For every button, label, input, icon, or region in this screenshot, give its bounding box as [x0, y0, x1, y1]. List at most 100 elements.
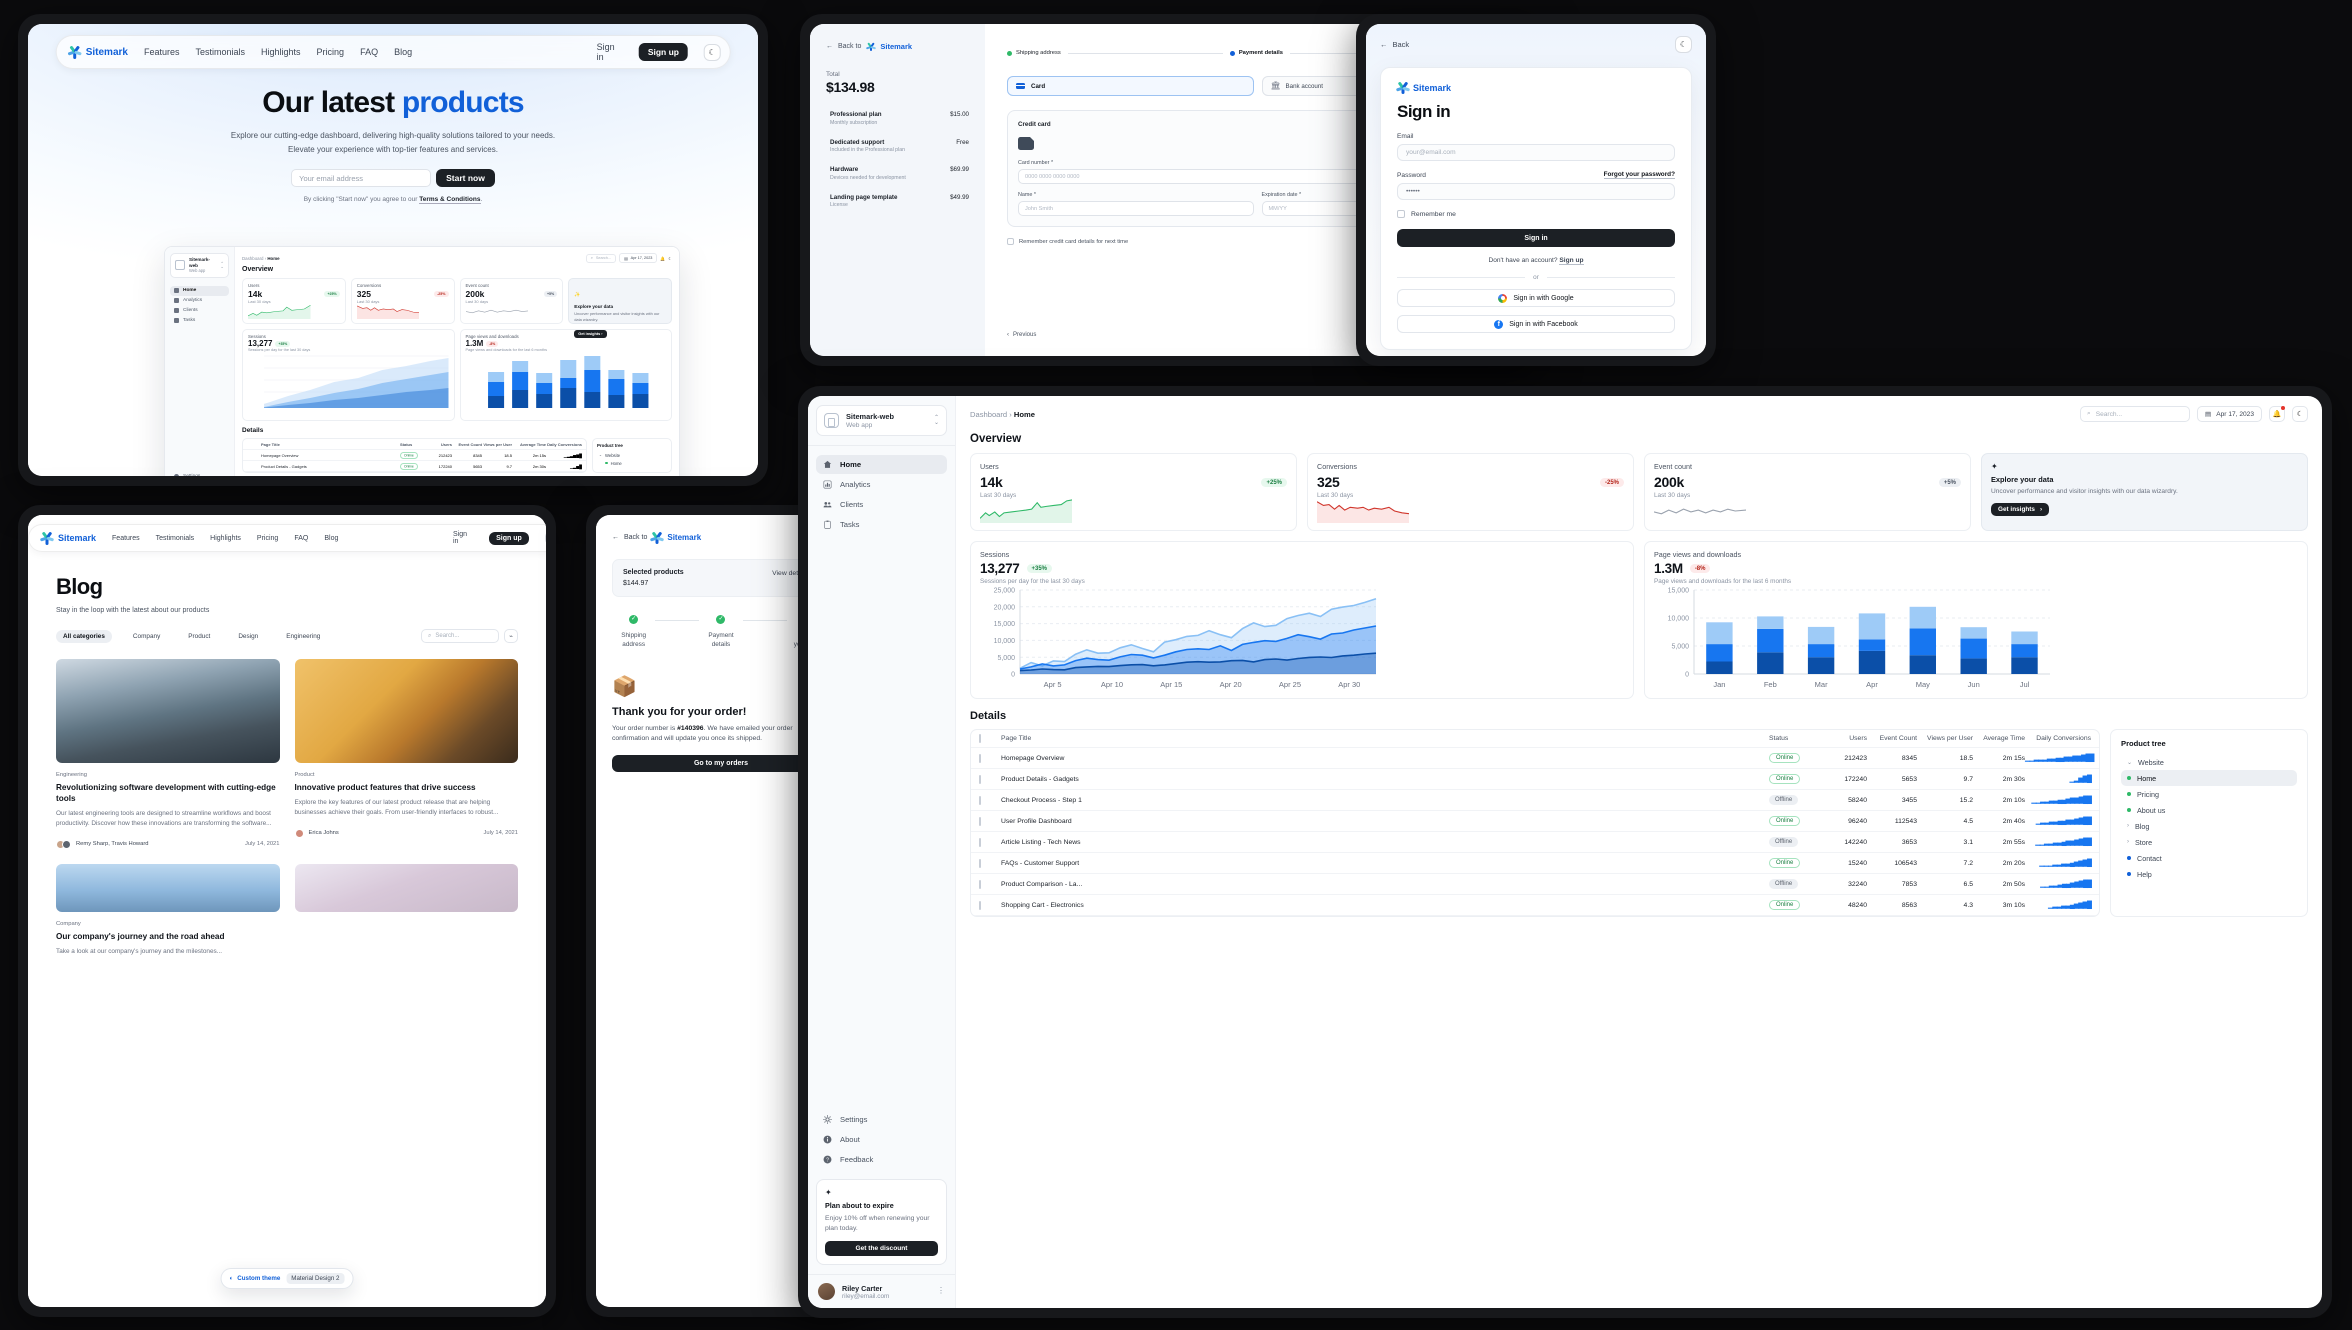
list-item[interactable]: Company Our company's journey and the ro…: [56, 863, 280, 957]
filter-all-categories[interactable]: All categories: [56, 629, 112, 643]
table-row[interactable]: Homepage Overview Online 212423 8345 18.…: [243, 450, 586, 461]
col-average-time[interactable]: Average Time: [1983, 735, 2025, 742]
filter-company[interactable]: Company: [132, 632, 161, 640]
nav-highlights[interactable]: Highlights: [210, 534, 241, 542]
col-daily-conversions[interactable]: Daily Conversions: [2036, 735, 2091, 742]
sidebar-item-clients[interactable]: Clients: [816, 495, 947, 514]
table-row[interactable]: Shopping Cart - Electronics Online 48240 85…: [971, 895, 2099, 916]
tree-node-website[interactable]: ⌄ Website: [2121, 754, 2297, 770]
sidebar-item-analytics[interactable]: Analytics: [816, 475, 947, 494]
row-checkbox[interactable]: [979, 858, 981, 868]
filter-design[interactable]: Design: [238, 632, 259, 640]
search-input[interactable]: ⌕ Search...: [421, 629, 499, 643]
go-to-orders-button[interactable]: Go to my orders: [612, 755, 830, 773]
checkout-back-link[interactable]: ← Back to Sitemark: [826, 42, 969, 51]
get-discount-button[interactable]: Get the discount: [825, 1241, 938, 1256]
step-shipping-address[interactable]: Shipping address: [1007, 50, 1061, 56]
col-event-count[interactable]: Event Count: [1879, 735, 1917, 742]
preview-get-insights-button[interactable]: Get insights ›: [574, 330, 607, 339]
app-switcher[interactable]: Sitemark-web Web app ⌃ ⌄: [816, 405, 947, 436]
row-checkbox[interactable]: [979, 774, 981, 784]
table-row[interactable]: Article Listing - Tech News Offline 142240…: [971, 832, 2099, 853]
filter-engineering[interactable]: Engineering: [286, 632, 321, 640]
signin-link[interactable]: Sign in: [453, 531, 468, 545]
preview-app-switcher[interactable]: Sitemark-web Web app ⌃ ⌄: [170, 253, 229, 278]
forgot-password-link[interactable]: Forgot your password?: [1603, 171, 1675, 179]
sidebar-item-tasks[interactable]: Tasks: [816, 515, 947, 534]
nav-blog[interactable]: Blog: [394, 47, 413, 57]
preview-menu-analytics[interactable]: Analytics: [170, 296, 229, 306]
dark-mode-toggle-icon[interactable]: ☾: [544, 531, 546, 545]
preview-menu-clients[interactable]: Clients: [170, 306, 229, 316]
nav-pricing[interactable]: Pricing: [256, 534, 279, 542]
nav-features[interactable]: Features: [143, 47, 180, 57]
nav-features[interactable]: Features: [112, 534, 140, 542]
facebook-signin-button[interactable]: f Sign in with Facebook: [1397, 315, 1675, 333]
remember-card-checkbox[interactable]: [1007, 238, 1014, 245]
preview-menu-home[interactable]: Home: [170, 285, 229, 296]
preview-menu-tasks[interactable]: Tasks: [170, 316, 229, 326]
row-checkbox[interactable]: [979, 753, 981, 763]
user-profile[interactable]: Riley Carter riley@email.com ⋮: [808, 1274, 955, 1308]
preview-tree-home[interactable]: Home: [597, 459, 667, 467]
table-row[interactable]: Product Details - Gadgets Online 172240 565…: [971, 769, 2099, 790]
signup-button[interactable]: Sign up: [489, 531, 529, 545]
sidebar-item-feedback[interactable]: ? Feedback: [816, 1150, 947, 1169]
table-row[interactable]: Homepage Overview Online 212423 8345 18.5 2m …: [971, 748, 2099, 769]
table-row[interactable]: Product Details - Gadgets Online 172240 …: [243, 461, 586, 472]
more-options-icon[interactable]: ⋮: [937, 1286, 945, 1296]
nav-pricing[interactable]: Pricing: [316, 47, 345, 57]
order-back-link[interactable]: ← Back to Sitemark: [612, 531, 701, 544]
email-input[interactable]: Your email address: [291, 169, 432, 188]
theme-toast-custom[interactable]: ◐ Custom theme: [229, 1275, 281, 1282]
row-checkbox[interactable]: [979, 879, 981, 889]
remember-me-checkbox[interactable]: [1397, 210, 1405, 218]
google-signin-button[interactable]: Sign in with Google: [1397, 289, 1675, 307]
tree-node-store[interactable]: › Store: [2121, 834, 2297, 850]
breadcrumb-root[interactable]: Dashboard: [970, 409, 1008, 419]
tree-node-pricing[interactable]: Pricing: [2121, 786, 2297, 802]
signup-link[interactable]: Sign up: [1559, 257, 1584, 265]
row-checkbox[interactable]: [979, 795, 981, 805]
list-item[interactable]: Product Innovative product features that…: [294, 659, 518, 849]
signin-back-link[interactable]: ← Back: [1380, 40, 1409, 49]
preview-tree-website[interactable]: ⌄ Website: [599, 452, 621, 458]
preview-breadcrumb-root[interactable]: Dashboard: [242, 255, 264, 261]
nav-testimonials[interactable]: Testimonials: [195, 47, 246, 57]
preview-date-picker[interactable]: ▤ Apr 17, 2023: [619, 253, 658, 263]
remember-card-row[interactable]: Remember credit card details for next ti…: [1007, 238, 1508, 245]
sitemark-logo[interactable]: Sitemark: [39, 531, 96, 545]
remember-me-row[interactable]: Remember me: [1397, 210, 1675, 218]
start-now-button[interactable]: Start now: [436, 169, 495, 188]
signin-link[interactable]: Sign in: [596, 42, 615, 62]
row-checkbox[interactable]: [979, 837, 981, 847]
tab-card[interactable]: Card: [1007, 76, 1254, 96]
nav-faq[interactable]: FAQ: [294, 534, 309, 542]
nav-testimonials[interactable]: Testimonials: [155, 534, 195, 542]
notifications-bell-icon[interactable]: 🔔: [2269, 406, 2285, 422]
col-status[interactable]: Status: [1769, 735, 1789, 742]
preview-search-input[interactable]: ⌕ Search...: [585, 253, 617, 263]
preview-dark-mode-icon[interactable]: ☾: [668, 255, 672, 261]
col-users[interactable]: Users: [1849, 735, 1867, 742]
col-page-title[interactable]: Page Title: [1001, 735, 1032, 742]
get-insights-button[interactable]: Get insights ›: [1991, 502, 2050, 516]
tree-node-help[interactable]: Help: [2121, 866, 2297, 882]
table-row[interactable]: FAQs - Customer Support Online 15240 106543…: [971, 853, 2099, 874]
password-field[interactable]: ••••••: [1397, 183, 1675, 200]
date-picker[interactable]: ▤ Apr 17, 2023: [2197, 406, 2262, 422]
previous-button[interactable]: ‹ Previous: [1007, 332, 1037, 338]
table-row[interactable]: Product Comparison - La... Offline 32240 78…: [971, 874, 2099, 895]
nav-highlights[interactable]: Highlights: [261, 47, 301, 57]
filter-product[interactable]: Product: [188, 632, 211, 640]
dark-mode-toggle-icon[interactable]: ☾: [703, 43, 721, 61]
row-checkbox[interactable]: [979, 900, 981, 910]
row-checkbox[interactable]: [979, 816, 981, 826]
list-item[interactable]: Engineering Revolutionizing software dev…: [56, 659, 280, 849]
nav-blog[interactable]: Blog: [324, 534, 339, 542]
table-row[interactable]: Checkout Process - Step 1 Offline 58240 345…: [971, 790, 2099, 811]
signup-button[interactable]: Sign up: [638, 43, 688, 61]
rss-icon[interactable]: ⌁: [504, 629, 518, 643]
list-item[interactable]: [294, 863, 518, 957]
terms-link[interactable]: Terms & Conditions: [419, 196, 481, 205]
